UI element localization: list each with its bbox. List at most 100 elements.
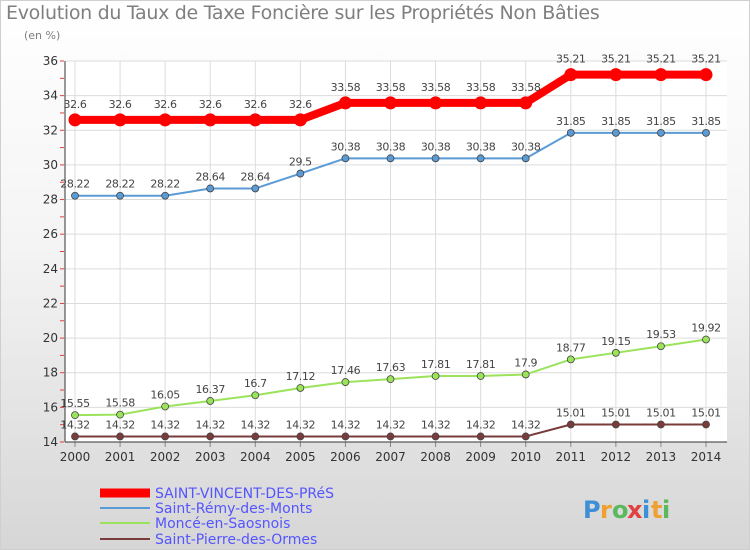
data-label: 29.5 bbox=[289, 156, 312, 169]
data-point bbox=[521, 154, 530, 163]
data-label: 14.32 bbox=[466, 418, 496, 431]
data-label: 32.6 bbox=[64, 98, 87, 111]
data-point bbox=[386, 154, 395, 163]
data-point bbox=[657, 420, 665, 429]
data-label: 32.6 bbox=[244, 98, 267, 111]
data-label: 33.58 bbox=[421, 81, 451, 94]
x-tick-label: 2012 bbox=[601, 450, 632, 464]
y-tick-label: 26 bbox=[43, 227, 58, 241]
data-label: 14.32 bbox=[241, 418, 271, 431]
y-tick-label: 28 bbox=[43, 193, 58, 207]
x-tick-label: 2004 bbox=[240, 450, 271, 464]
data-label: 15.55 bbox=[60, 397, 90, 410]
data-label: 14.32 bbox=[195, 418, 225, 431]
data-point bbox=[431, 154, 440, 163]
data-label: 19.53 bbox=[646, 328, 676, 341]
data-label: 15.01 bbox=[601, 407, 631, 420]
data-label: 19.92 bbox=[691, 321, 721, 334]
data-label: 35.21 bbox=[556, 53, 586, 66]
logo-letter: i bbox=[642, 496, 650, 524]
data-label: 16.37 bbox=[195, 383, 225, 396]
logo-letter: o bbox=[612, 496, 629, 524]
y-tick-label: 14 bbox=[43, 435, 58, 449]
data-label: 14.32 bbox=[150, 418, 180, 431]
x-tick-label: 2003 bbox=[195, 450, 226, 464]
data-point bbox=[161, 402, 170, 411]
data-point bbox=[161, 191, 170, 200]
y-tick-label: 34 bbox=[43, 89, 58, 103]
data-label: 14.32 bbox=[60, 418, 90, 431]
data-point bbox=[657, 342, 665, 351]
data-point bbox=[386, 375, 395, 384]
data-label: 31.85 bbox=[556, 115, 586, 128]
x-tick-label: 2014 bbox=[691, 450, 722, 464]
chart-subtitle: (en %) bbox=[24, 29, 61, 42]
data-point bbox=[474, 96, 488, 110]
logo-letter: r bbox=[600, 496, 612, 524]
x-tick-label: 2009 bbox=[465, 450, 496, 464]
legend-label-0: SAINT-VINCENT-DES-PRéS bbox=[155, 486, 334, 502]
series-layer bbox=[68, 68, 713, 441]
data-point bbox=[702, 335, 710, 344]
data-point bbox=[611, 420, 620, 429]
axes: 14 16 18 20 22 24 26 28 30 32 34 36 2000 2001 2002 2003… bbox=[43, 54, 727, 464]
data-label: 28.22 bbox=[60, 178, 90, 191]
data-label: 30.38 bbox=[376, 140, 406, 153]
y-tick-label: 16 bbox=[43, 400, 58, 414]
data-point bbox=[296, 432, 305, 441]
data-label: 15.01 bbox=[691, 407, 721, 420]
data-point bbox=[251, 184, 260, 193]
y-tick-label: 20 bbox=[43, 331, 58, 345]
logo-letter: i bbox=[662, 496, 670, 524]
data-label: 15.58 bbox=[105, 397, 135, 410]
data-label: 15.01 bbox=[646, 407, 676, 420]
data-label: 28.22 bbox=[150, 178, 180, 191]
data-label: 14.32 bbox=[511, 418, 541, 431]
data-label: 14.32 bbox=[421, 418, 451, 431]
data-label: 14.32 bbox=[286, 418, 316, 431]
data-label: 17.12 bbox=[286, 370, 316, 383]
data-label: 30.38 bbox=[421, 140, 451, 153]
legend-label-3: Saint-Pierre-des-Ormes bbox=[155, 532, 317, 548]
chart-title: Evolution du Taux de Taxe Foncière sur l… bbox=[6, 2, 600, 24]
data-point bbox=[699, 68, 713, 82]
data-label: 14.32 bbox=[105, 418, 135, 431]
data-label: 33.58 bbox=[376, 81, 406, 94]
x-tick-label: 2010 bbox=[510, 450, 541, 464]
data-label: 30.38 bbox=[331, 140, 361, 153]
data-label: 32.6 bbox=[199, 98, 222, 111]
data-point bbox=[521, 370, 530, 379]
y-tick-label: 30 bbox=[43, 158, 58, 172]
data-point bbox=[429, 96, 443, 110]
x-tick-label: 2011 bbox=[556, 450, 587, 464]
data-point bbox=[519, 96, 533, 110]
data-point bbox=[476, 432, 485, 441]
data-label: 33.58 bbox=[331, 81, 361, 94]
data-label: 17.46 bbox=[331, 364, 361, 377]
data-label: 17.9 bbox=[514, 356, 537, 369]
data-label: 30.38 bbox=[466, 140, 496, 153]
data-point bbox=[71, 432, 79, 441]
logo-letter: t bbox=[651, 496, 662, 524]
data-point bbox=[248, 113, 262, 127]
data-point bbox=[384, 96, 397, 110]
y-tick-label: 18 bbox=[43, 366, 58, 380]
legend-label-1: Saint-Rémy-des-Monts bbox=[155, 501, 312, 517]
data-label: 32.6 bbox=[289, 98, 312, 111]
data-point bbox=[564, 68, 578, 82]
data-label: 28.22 bbox=[105, 178, 135, 191]
data-point bbox=[566, 355, 575, 364]
data-label: 33.58 bbox=[511, 81, 541, 94]
data-point bbox=[116, 410, 124, 419]
x-tick-label: 2007 bbox=[375, 450, 406, 464]
data-point bbox=[611, 348, 620, 357]
data-label: 16.7 bbox=[244, 377, 267, 390]
x-tick-label: 2005 bbox=[285, 450, 316, 464]
data-point bbox=[702, 420, 710, 429]
data-label: 28.64 bbox=[195, 170, 225, 183]
data-label: 30.38 bbox=[511, 140, 541, 153]
data-point bbox=[566, 128, 575, 137]
y-tick-label: 36 bbox=[43, 54, 58, 68]
y-tick-label: 22 bbox=[43, 296, 58, 310]
data-point bbox=[251, 432, 260, 441]
